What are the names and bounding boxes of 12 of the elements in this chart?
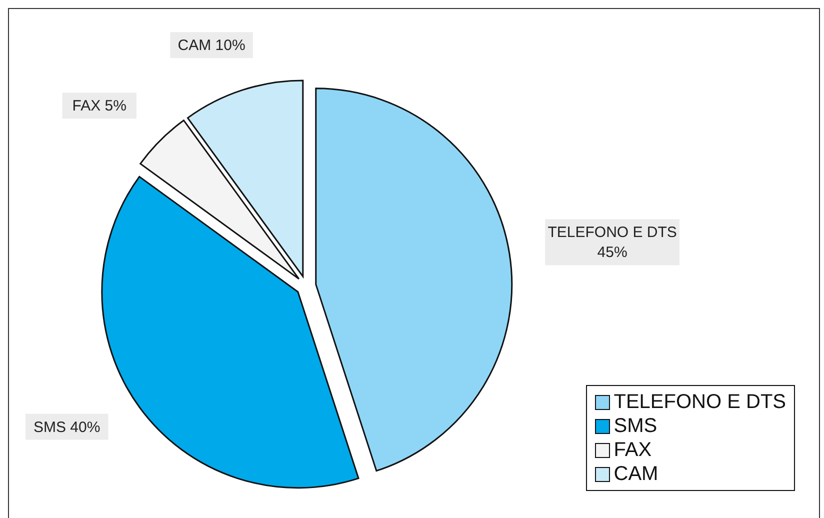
slice-label: SMS: [34, 418, 66, 436]
slice-label: TELEFONO E DTS: [548, 224, 677, 242]
legend-label: CAM: [614, 462, 658, 486]
data-label: 45%: [597, 244, 628, 262]
legend-label: FAX: [614, 438, 652, 462]
data-label: 10%: [215, 37, 246, 54]
legend-label: TELEFONO E DTS: [614, 390, 786, 414]
legend-label: SMS: [614, 414, 658, 438]
data-label: 40%: [70, 418, 100, 436]
slice-label: FAX: [72, 98, 101, 115]
data-label: 5%: [104, 98, 127, 115]
slice-label: CAM: [178, 37, 212, 54]
